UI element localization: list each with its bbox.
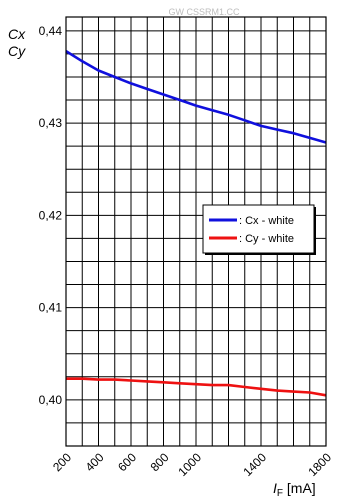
series-lines	[65, 49, 327, 397]
legend-box	[202, 204, 315, 254]
plot-frame	[65, 16, 327, 447]
x-tick-labels: 200 400 600 800 1000 1400 1800	[50, 450, 334, 479]
y-axis-label-cx: Cx	[8, 26, 26, 42]
y-tick-label: 0,41	[39, 301, 63, 315]
x-axis-label-subscript: F	[277, 488, 283, 497]
x-tick-label: 400	[83, 450, 107, 474]
x-axis-label-unit: [mA]	[283, 480, 316, 496]
x-tick-label: 600	[115, 450, 139, 474]
legend: : Cx - white : Cy - white	[202, 204, 316, 255]
x-tick-label: 1800	[305, 450, 334, 479]
x-axis-label: IF [mA]	[273, 480, 316, 497]
y-tick-labels: 0,40 0,41 0,42 0,43 0,44	[39, 24, 63, 407]
x-tick-label: 800	[148, 450, 172, 474]
y-tick-label: 0,40	[39, 393, 63, 407]
series-line-cy-white	[66, 377, 327, 397]
y-tick-label: 0,43	[39, 116, 63, 130]
watermark: GW CSSRM1.CC	[168, 7, 240, 17]
legend-entry: : Cy - white	[239, 233, 294, 245]
x-axis-label-main: I	[273, 480, 277, 496]
y-axis-label-cy: Cy	[8, 43, 26, 59]
legend-entry: : Cx - white	[239, 215, 294, 227]
x-tick-label: 1000	[175, 450, 204, 479]
y-tick-label: 0,44	[39, 24, 63, 38]
x-tick-label: 200	[50, 450, 74, 474]
y-tick-label: 0,42	[39, 208, 63, 222]
series-line-cx-white	[65, 49, 327, 144]
x-tick-label: 1400	[240, 450, 269, 479]
